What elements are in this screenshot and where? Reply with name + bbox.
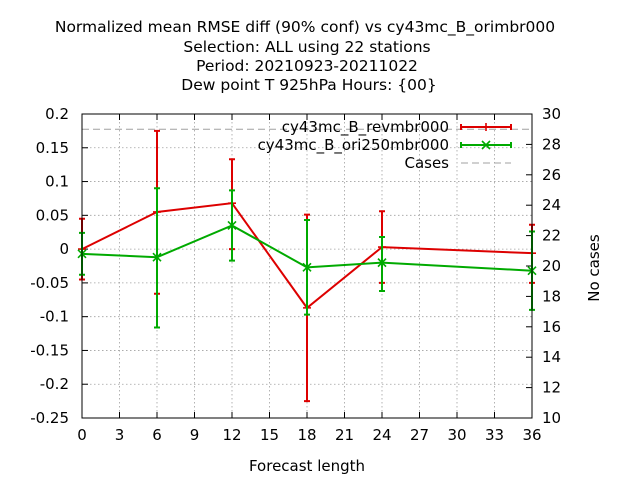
title-line-2: Selection: ALL using 22 stations [183,38,430,56]
y-tick-label: -0.05 [30,274,69,292]
y-tick-label: 0.05 [36,206,69,224]
y2-tick-label: 26 [542,166,561,184]
legend-label: cy43mc_B_ori250mbr000 [258,136,449,155]
legend-swatch-cap [460,124,512,130]
x-tick-label: 27 [410,426,429,444]
y-tick-label: 0 [59,240,69,258]
title-line-3: Period: 20210923-20211022 [196,57,418,75]
y2-tick-label: 14 [542,348,561,366]
x-tick-label: 0 [77,426,87,444]
chart-title: Normalized mean RMSE diff (90% conf) vs … [55,18,555,94]
x-tick-label: 3 [115,426,125,444]
y-tick-label: -0.2 [40,375,69,393]
y2-tick-label: 10 [542,409,561,427]
legend: cy43mc_B_revmbr000cy43mc_B_ori250mbr000C… [258,118,512,172]
x-tick-label: 36 [522,426,541,444]
y-tick-label: 0.2 [45,105,69,123]
y2-tick-label: 24 [542,196,561,214]
x-tick-label: 12 [222,426,241,444]
series-line [81,224,533,272]
y2-tick-label: 22 [542,227,561,245]
series-layer [77,128,537,403]
data-point [302,262,312,272]
legend-marker [482,123,490,131]
y2-tick-label: 20 [542,257,561,275]
legend-label: Cases [404,154,449,172]
y2-tick-label: 16 [542,318,561,336]
x-tick-label: 21 [335,426,354,444]
axis-ticks: 0 3 6 9 12 15 18 21 24 27 30 33 36-0.25-0.2-0.15-0.1… [30,105,561,444]
title-line-1: Normalized mean RMSE diff (90% conf) vs … [55,18,555,37]
legend-label: cy43mc_B_revmbr000 [282,118,449,137]
data-point [227,220,237,231]
y2-tick-label: 28 [542,135,561,153]
y-tick-label: 0.1 [45,173,69,191]
y-tick-label: 0.15 [36,139,69,157]
data-point [377,258,387,268]
x-tick-label: 15 [260,426,279,444]
x-tick-label: 18 [297,426,316,444]
y2-tick-label: 30 [542,105,561,123]
series-2 [77,187,537,329]
y2-tick-label: 18 [542,287,561,305]
y2-tick-label: 12 [542,379,561,397]
data-point [152,252,162,262]
plot-frame [81,113,533,419]
title-line-4: Dew point T 925hPa Hours: {00} [181,76,436,94]
x-axis-label: Forecast length [249,457,365,475]
x-tick-label: 33 [485,426,504,444]
x-tick-label: 30 [447,426,466,444]
legend-marker [481,140,491,150]
y-tick-label: -0.1 [40,308,69,326]
y-tick-label: -0.25 [30,409,69,427]
x-tick-label: 24 [372,426,391,444]
x-tick-label: 6 [152,426,162,444]
legend-swatch-cap [460,142,512,148]
y2-axis-label: No cases [585,234,603,302]
y-tick-label: -0.15 [30,341,69,359]
series-line [81,202,533,310]
error-bar [379,235,385,292]
x-tick-label: 9 [190,426,200,444]
